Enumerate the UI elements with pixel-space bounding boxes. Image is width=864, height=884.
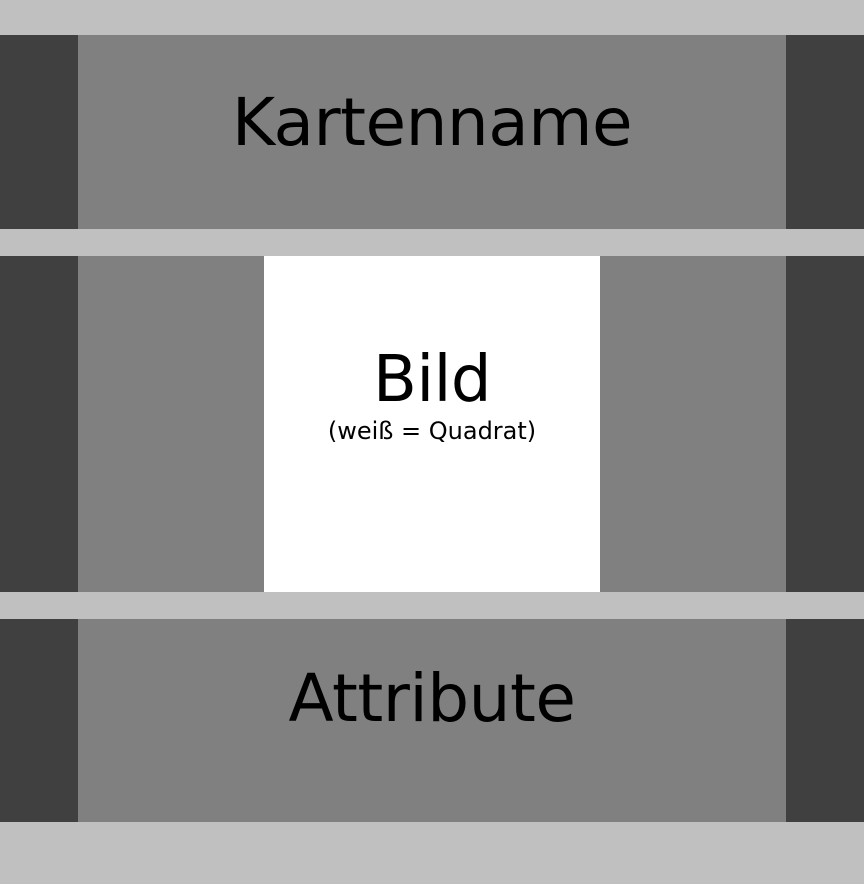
left-border — [0, 619, 78, 822]
image-square: Bild (weiß = Quadrat) — [264, 256, 600, 592]
image-section: Bild (weiß = Quadrat) — [0, 256, 864, 592]
attributes-label: Attribute — [288, 660, 576, 737]
right-border — [786, 619, 864, 822]
card-name-area: Kartenname — [78, 35, 786, 229]
right-border — [786, 256, 864, 592]
card-name-section: Kartenname — [0, 35, 864, 229]
attributes-section: Attribute — [0, 619, 864, 822]
left-border — [0, 35, 78, 229]
attributes-area: Attribute — [78, 619, 786, 822]
right-border — [786, 35, 864, 229]
left-border — [0, 256, 78, 592]
image-note: (weiß = Quadrat) — [327, 417, 537, 445]
image-label: Bild — [372, 343, 492, 417]
card-name-label: Kartenname — [231, 84, 633, 161]
